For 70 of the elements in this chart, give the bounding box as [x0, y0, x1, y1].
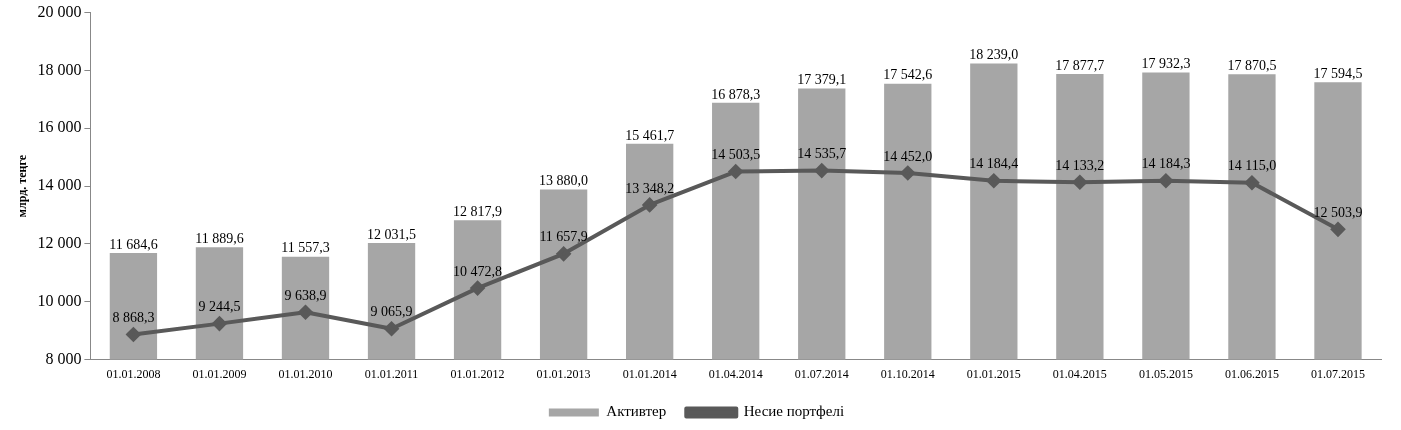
point [900, 166, 915, 181]
data-label: 14 115,0 [1227, 158, 1277, 174]
data-label: 14 133,2 [1055, 157, 1105, 173]
point [814, 163, 829, 178]
y-tick-label: 16 000 [37, 118, 82, 136]
data-label: 14 452,0 [883, 148, 933, 164]
data-label: 12 031,5 [367, 226, 417, 242]
point [470, 281, 485, 296]
x-tick-label: 01.01.2009 [192, 366, 247, 381]
data-label: 15 461,7 [625, 127, 675, 143]
y-axis-title: млрд. теңге [15, 154, 30, 218]
data-label: 17 932,3 [1141, 56, 1191, 72]
data-label: 12 817,9 [453, 203, 503, 219]
x-tick-label: 01.01.2015 [966, 366, 1021, 381]
x-tick-label: 01.01.2008 [106, 366, 161, 381]
data-label: 13 880,0 [539, 173, 589, 189]
data-label: 17 870,5 [1227, 57, 1277, 73]
data-label: 11 684,6 [109, 236, 158, 252]
point [1330, 222, 1345, 237]
data-label: 10 472,8 [453, 263, 503, 279]
data-label: 16 878,3 [711, 86, 761, 102]
legend-label: Несие портфелі [743, 403, 845, 420]
data-label: 9 638,9 [284, 287, 327, 303]
y-tick-label: 12 000 [37, 234, 82, 252]
data-label: 14 535,7 [797, 146, 847, 162]
y-tick-label: 10 000 [37, 291, 82, 309]
legend-label: Активтер [606, 403, 667, 420]
point [1244, 175, 1259, 190]
data-label: 9 244,5 [198, 299, 241, 315]
x-tick-label: 01.05.2015 [1138, 366, 1193, 381]
y-tick-label: 8 000 [45, 349, 82, 367]
data-label: 13 348,2 [625, 180, 675, 196]
data-label: 14 184,3 [1141, 156, 1191, 172]
point [212, 316, 227, 331]
x-tick-label: 01.01.2010 [278, 366, 333, 381]
point [1158, 173, 1173, 188]
data-label: 17 594,5 [1313, 65, 1363, 81]
data-label: 17 542,6 [883, 67, 933, 83]
x-tick-label: 01.04.2015 [1052, 366, 1107, 381]
data-label: 17 379,1 [797, 72, 847, 88]
x-tick-label: 01.10.2014 [880, 366, 935, 381]
data-label: 17 877,7 [1055, 57, 1105, 73]
point [728, 164, 743, 179]
point [642, 197, 657, 212]
x-tick-label: 01.04.2014 [708, 366, 763, 381]
data-label: 8 868,3 [112, 310, 155, 326]
point [126, 327, 141, 342]
y-tick-label: 20 000 [37, 2, 82, 20]
data-label: 9 065,9 [370, 304, 413, 320]
point [1072, 175, 1087, 190]
x-tick-label: 01.07.2015 [1310, 366, 1365, 381]
x-tick-label: 01.01.2011 [364, 366, 419, 381]
y-tick-label: 14 000 [37, 176, 82, 194]
x-tick-label: 01.01.2014 [622, 366, 677, 381]
data-label: 14 503,5 [711, 147, 761, 163]
data-label: 18 239,0 [969, 47, 1019, 63]
x-tick-label: 01.01.2012 [450, 366, 505, 381]
data-label: 11 889,6 [195, 230, 244, 246]
point [384, 321, 399, 336]
data-label: 11 657,9 [539, 229, 588, 245]
x-tick-label: 01.01.2013 [536, 366, 591, 381]
point [298, 305, 313, 320]
data-label: 11 557,3 [281, 240, 330, 256]
y-tick-label: 18 000 [37, 60, 82, 78]
point [556, 246, 571, 261]
x-tick-label: 01.07.2014 [794, 366, 849, 381]
x-tick-label: 01.06.2015 [1224, 366, 1279, 381]
point [986, 173, 1001, 188]
data-label: 14 184,4 [969, 156, 1019, 172]
data-label: 12 503,9 [1313, 205, 1363, 221]
